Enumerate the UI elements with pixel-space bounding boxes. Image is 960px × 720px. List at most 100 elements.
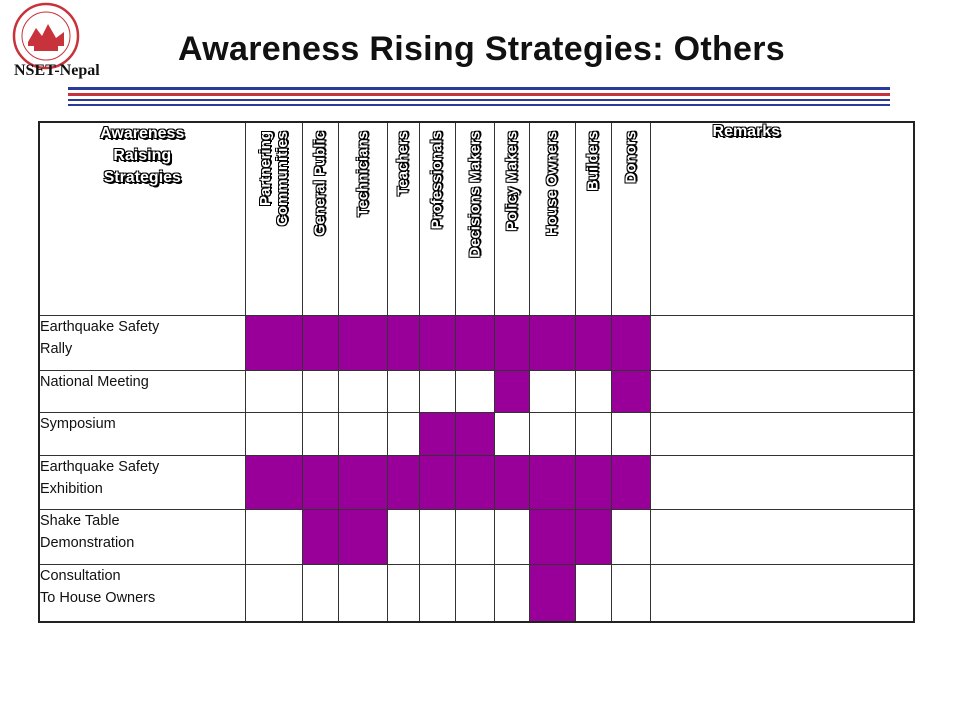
empty-cell [301,563,339,623]
strategy-column-header: Awareness Raising Strategies [38,121,246,316]
empty-cell [386,508,420,565]
filled-cell [337,454,388,510]
empty-cell [574,411,612,456]
filled-cell [337,508,388,565]
empty-cell [493,563,530,623]
empty-cell [528,369,576,413]
filled-cell [610,369,651,413]
table-row: Consultation To House Owners [38,563,915,623]
filled-cell [301,508,339,565]
empty-cell [574,563,612,623]
column-header: General Public [301,121,339,316]
remarks-cell [649,411,915,456]
empty-cell [244,411,303,456]
column-header: Teachers [386,121,420,316]
filled-cell [574,454,612,510]
filled-cell [244,454,303,510]
strategy-name: Shake Table Demonstration [38,508,246,565]
empty-cell [418,369,456,413]
header-row: Awareness Raising Strategies Partnering … [38,121,915,316]
strategy-name: Consultation To House Owners [38,563,246,623]
column-header: Decisions Makers [454,121,495,316]
strategy-name-line: Earthquake Safety [40,458,160,475]
empty-cell [610,411,651,456]
filled-cell [493,369,530,413]
header-rule-blue-2 [68,99,890,101]
strategy-table: Awareness Raising Strategies Partnering … [38,121,915,623]
filled-cell [418,454,456,510]
table-row: Earthquake Safety Exhibition [38,454,915,510]
empty-cell [244,369,303,413]
empty-cell [244,563,303,623]
header-rule-red [68,93,890,96]
filled-cell [610,454,651,510]
column-header: House Owners [528,121,576,316]
strategy-name: National Meeting [38,369,246,413]
filled-cell [418,411,456,456]
filled-cell [574,508,612,565]
column-header: Partnering Communities [244,121,303,316]
empty-cell [386,369,420,413]
strategy-name-line: To House Owners [40,589,156,606]
filled-cell [386,454,420,510]
filled-cell [528,314,576,371]
column-header: Policy Makers [493,121,530,316]
strategy-name-line: Earthquake Safety [40,318,160,335]
empty-cell [386,411,420,456]
empty-cell [337,411,388,456]
table-row: National Meeting [38,369,915,413]
filled-cell [610,314,651,371]
strategy-name-line: Symposium [40,415,116,432]
filled-cell [493,454,530,510]
remarks-cell [649,508,915,565]
strategy-name: Earthquake Safety Exhibition [38,454,246,510]
remarks-cell [649,314,915,371]
empty-cell [610,508,651,565]
strategy-name-line: Exhibition [40,480,103,497]
empty-cell [493,411,530,456]
empty-cell [418,508,456,565]
table-row: Earthquake Safety Rally [38,314,915,371]
table-row: Shake Table Demonstration [38,508,915,565]
filled-cell [301,314,339,371]
remarks-cell [649,454,915,510]
empty-cell [301,369,339,413]
empty-cell [493,508,530,565]
filled-cell [386,314,420,371]
org-name: NSET-Nepal [14,62,100,79]
empty-cell [386,563,420,623]
filled-cell [454,314,495,371]
strategy-name-line: Rally [40,340,73,357]
table-row: Symposium [38,411,915,456]
empty-cell [454,369,495,413]
filled-cell [493,314,530,371]
strategy-name-line: Demonstration [40,534,135,551]
empty-cell [528,411,576,456]
empty-cell [454,563,495,623]
empty-cell [337,369,388,413]
empty-cell [418,563,456,623]
filled-cell [337,314,388,371]
column-header: Donors [610,121,651,316]
empty-cell [610,563,651,623]
column-header: Builders [574,121,612,316]
strategy-name-line: National Meeting [40,373,149,390]
filled-cell [528,454,576,510]
filled-cell [528,508,576,565]
filled-cell [454,454,495,510]
strategy-name-line: Consultation [40,567,121,584]
filled-cell [454,411,495,456]
filled-cell [244,314,303,371]
empty-cell [574,369,612,413]
remarks-cell [649,369,915,413]
strategy-name-line: Shake Table [40,512,120,529]
empty-cell [244,508,303,565]
empty-cell [301,411,339,456]
filled-cell [574,314,612,371]
header-rule-blue [68,87,890,90]
filled-cell [418,314,456,371]
strategy-name: Symposium [38,411,246,456]
empty-cell [337,563,388,623]
remarks-column-header: Remarks [649,121,915,316]
remarks-cell [649,563,915,623]
